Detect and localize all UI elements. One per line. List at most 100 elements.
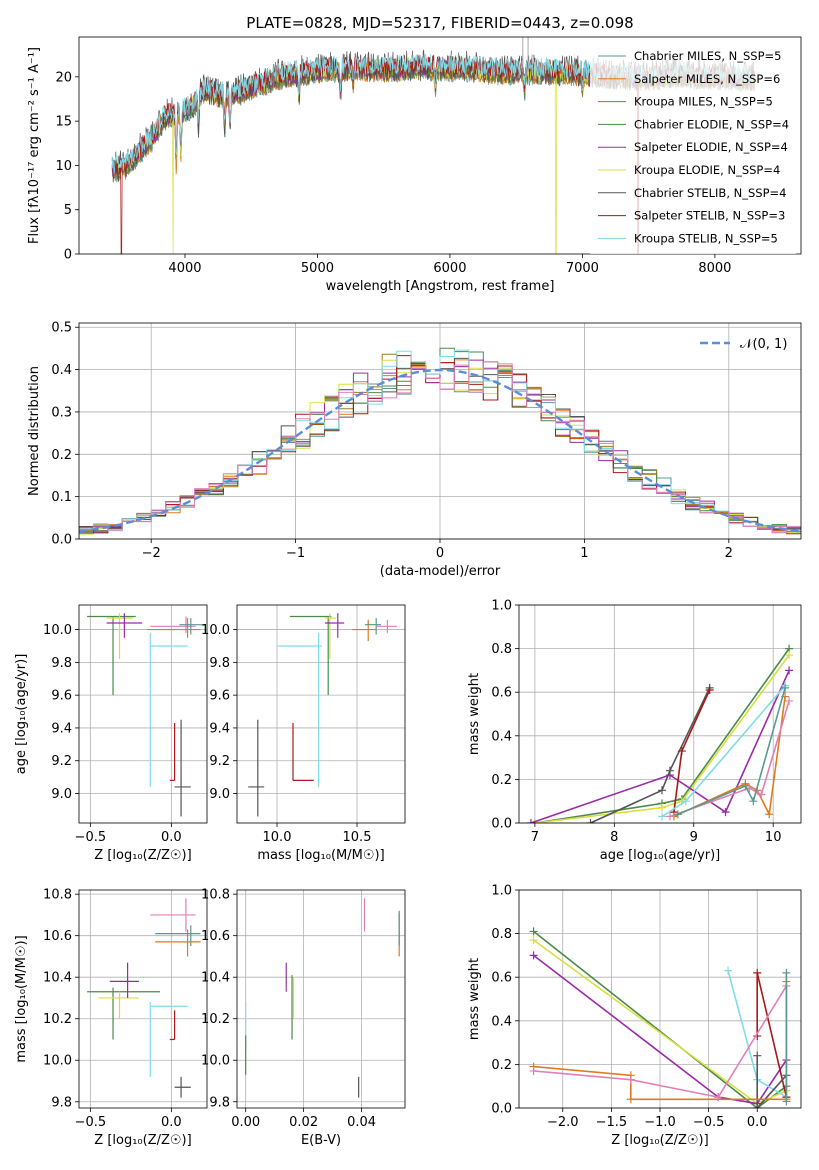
y-tick-label: 0.2 <box>51 448 72 463</box>
y-tick-label: 10.0 <box>201 1054 230 1069</box>
y-tick-label: 10 <box>55 159 72 174</box>
y-tick-label: 10.6 <box>201 929 230 944</box>
y-tick-label: 0.8 <box>491 927 512 942</box>
panel-mass_vs_Z: −0.5 0.0 9.8 10.0 10.2 10.4 10.6 10.8 Z [log₁₀(Z… <box>14 888 208 1148</box>
legend: Chabrier MILES, N_SSP=5 Salpeter MILES, N… <box>590 44 796 254</box>
y-tick-label: 0.3 <box>51 405 72 420</box>
data-marker <box>724 966 733 975</box>
y-tick-label: 0.0 <box>491 1102 512 1117</box>
y-tick-label: 0.2 <box>491 773 512 788</box>
legend-label: 𝒩(0, 1) <box>740 337 787 352</box>
weight-line <box>677 687 786 816</box>
data-marker <box>741 781 750 790</box>
x-tick-label: 0.0 <box>161 1115 182 1130</box>
data-marker <box>681 797 690 806</box>
x-tick-label: 0.04 <box>347 1115 376 1130</box>
y-tick-label: 10.0 <box>43 1054 72 1069</box>
y-tick-label: 10.8 <box>43 888 72 903</box>
data-marker <box>714 1093 723 1102</box>
y-tick-label: 0.5 <box>51 321 72 336</box>
panel-weight_vs_Z: −2.0 −1.5 −1.0 −0.5 0.0 0.0 0.2 0.4 0.6 0.8 1.0 Z [… <box>467 884 802 1148</box>
x-tick-label: −1.0 <box>644 1115 676 1130</box>
data-marker <box>673 810 682 819</box>
x-tick-label: 1 <box>580 546 588 561</box>
x-tick-label: 8000 <box>698 261 731 276</box>
data-marker <box>586 819 595 823</box>
weight-line <box>533 985 788 1098</box>
y-tick-label: 0.4 <box>491 729 512 744</box>
x-axis-label: (data-model)/error <box>380 564 501 579</box>
x-tick-label: 10 <box>765 830 782 845</box>
weight-line <box>590 687 711 823</box>
x-tick-label: 0.0 <box>747 1115 768 1130</box>
data-marker <box>665 766 674 775</box>
x-axis-label: mass [log₁₀(M/M☉)] <box>257 848 384 863</box>
x-axis-label: Z [log₁₀(Z/Z☉)] <box>94 1133 191 1148</box>
data-marker <box>753 968 762 977</box>
panel-weight_vs_age: 7 8 9 10 0.0 0.2 0.4 0.6 0.8 1.0 age [log₁₀(age/yr… <box>467 599 802 863</box>
y-tick-label: 0.1 <box>51 490 72 505</box>
y-axis-label: mass [log₁₀(M/M☉)] <box>14 935 29 1062</box>
x-axis-label: age [log₁₀(age/yr)] <box>600 848 721 863</box>
x-tick-label: 8 <box>610 830 618 845</box>
plot-area <box>87 898 201 1098</box>
y-axis-label: mass weight <box>467 673 482 755</box>
x-tick-label: 9 <box>690 830 698 845</box>
x-tick-label: 10.5 <box>343 830 372 845</box>
x-tick-label: −2 <box>142 546 161 561</box>
data-marker <box>753 1104 762 1108</box>
data-marker <box>705 686 714 695</box>
axes-frame <box>518 604 802 824</box>
y-tick-label: 10.6 <box>43 929 72 944</box>
x-tick-label: −0.5 <box>693 1115 725 1130</box>
y-tick-label: 0.6 <box>491 971 512 986</box>
y-tick-label: 10.0 <box>43 623 72 638</box>
y-tick-label: 1.0 <box>491 884 512 899</box>
legend-label: Chabrier ELODIE, N_SSP=4 <box>634 117 789 131</box>
grid-lines <box>79 605 207 823</box>
y-tick-label: 0.2 <box>491 1058 512 1073</box>
y-tick-label: 10.2 <box>201 1012 230 1027</box>
y-axis-label: mass weight <box>467 958 482 1040</box>
data-marker <box>785 666 794 675</box>
axes-frame <box>78 36 802 255</box>
y-tick-label: 9.8 <box>51 656 72 671</box>
data-marker <box>529 951 538 960</box>
legend-label: Salpeter ELODIE, N_SSP=4 <box>634 140 788 154</box>
legend: 𝒩(0, 1) <box>700 337 787 352</box>
legend-label: Salpeter STELIB, N_SSP=3 <box>634 209 785 223</box>
weight-line <box>534 648 790 823</box>
data-marker <box>657 803 666 812</box>
legend-label: Kroupa MILES, N_SSP=5 <box>634 95 773 109</box>
plot-area <box>245 898 400 1098</box>
data-marker <box>529 1066 538 1075</box>
y-tick-label: 20 <box>55 70 72 85</box>
data-marker <box>626 1095 635 1104</box>
y-tick-label: 1.0 <box>491 599 512 614</box>
y-tick-label: 9.4 <box>209 721 230 736</box>
axes-frame <box>518 889 802 1109</box>
y-tick-label: 10.4 <box>43 971 72 986</box>
weight-line <box>533 954 788 1105</box>
data-marker <box>626 1075 635 1084</box>
x-tick-label: −1 <box>286 546 305 561</box>
data-marker <box>785 696 794 705</box>
data-marker <box>765 810 774 819</box>
x-tick-label: 0.00 <box>231 1115 260 1130</box>
axes-frame <box>236 604 406 824</box>
axes-frame <box>78 322 802 540</box>
data-marker <box>530 819 539 823</box>
data-marker <box>785 651 794 660</box>
axes-frame <box>236 889 406 1109</box>
x-axis-label: Z [log₁₀(Z/Z☉)] <box>611 1133 708 1148</box>
x-axis-label: E(B-V) <box>301 1133 341 1148</box>
data-marker <box>677 747 686 756</box>
y-tick-label: 10.4 <box>201 971 230 986</box>
x-axis-label: wavelength [Angstrom, rest frame] <box>326 279 555 294</box>
weight-line <box>533 930 787 1108</box>
panel-spectrum: 4000 5000 6000 7000 8000 0 5 10 15 20 wavelength [… <box>27 36 802 294</box>
x-tick-label: −1.5 <box>596 1115 628 1130</box>
y-tick-label: 0.6 <box>491 686 512 701</box>
data-marker <box>529 927 538 936</box>
legend-label: Chabrier STELIB, N_SSP=4 <box>634 186 786 200</box>
